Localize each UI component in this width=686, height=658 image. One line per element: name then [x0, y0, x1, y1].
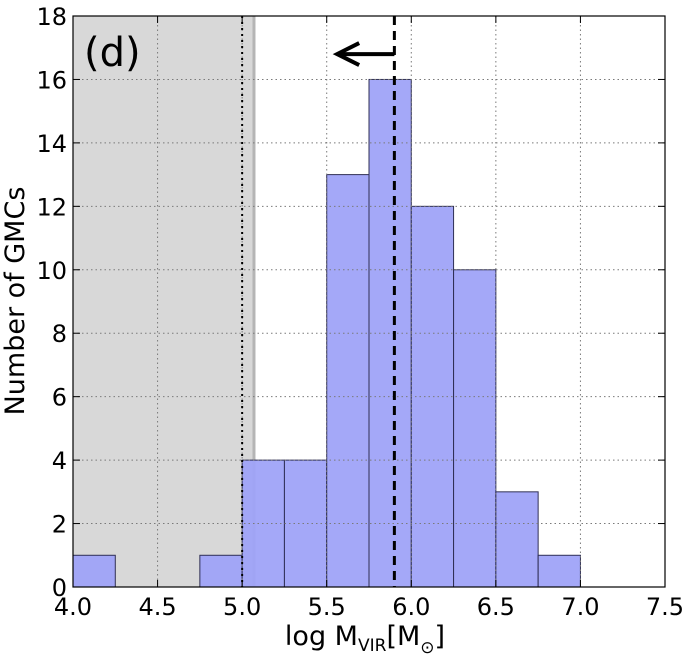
y-tick-label: 4 — [52, 447, 67, 475]
shaded-region-layer — [73, 16, 256, 587]
reference-lines-layer — [241, 16, 396, 587]
y-tick-label: 2 — [52, 511, 67, 539]
y-tick-label: 0 — [52, 574, 67, 602]
histogram-bar — [495, 491, 539, 588]
x-tick-label: 4.5 — [138, 593, 176, 621]
shaded-region — [73, 16, 254, 587]
y-tick-label: 16 — [36, 66, 67, 94]
x-tick-label: 5.5 — [308, 593, 346, 621]
histogram-bar — [199, 554, 243, 588]
x-tick-label: 7.5 — [646, 593, 684, 621]
y-tick-label: 10 — [36, 257, 67, 285]
y-tick-label: 14 — [36, 130, 67, 158]
histogram-bar — [283, 459, 328, 588]
histogram-bar — [368, 78, 412, 588]
x-tick-label: 6.5 — [477, 593, 515, 621]
x-axis-label: log MVIR[M⊙] — [285, 621, 445, 658]
y-tick-label: 8 — [52, 320, 67, 348]
panel-label: (d) — [84, 30, 141, 76]
histogram-bar — [537, 554, 581, 588]
x-tick-label: 5.0 — [223, 593, 261, 621]
y-axis-label: Number of GMCs — [0, 187, 31, 416]
left-arrow-head — [332, 41, 361, 67]
ticks-layer — [72, 15, 666, 588]
tick-labels-layer: 4.0 4.5 5.0 5.5 6.0 6.5 7.0 7.5 0 2 4 6 8 10 12 14 16 18 — [36, 3, 684, 621]
x-tick-label: 4.0 — [54, 593, 92, 621]
x-tick-label: 6.0 — [392, 593, 430, 621]
histogram-bar — [453, 269, 497, 588]
histogram-bar — [72, 554, 116, 588]
y-tick-label: 12 — [36, 193, 67, 221]
y-tick-label: 18 — [36, 3, 67, 31]
x-tick-label: 7.0 — [561, 593, 599, 621]
grid-layer — [73, 16, 665, 587]
plot-frame — [72, 15, 666, 588]
y-tick-label: 6 — [52, 384, 67, 412]
histogram-bar — [326, 174, 370, 588]
